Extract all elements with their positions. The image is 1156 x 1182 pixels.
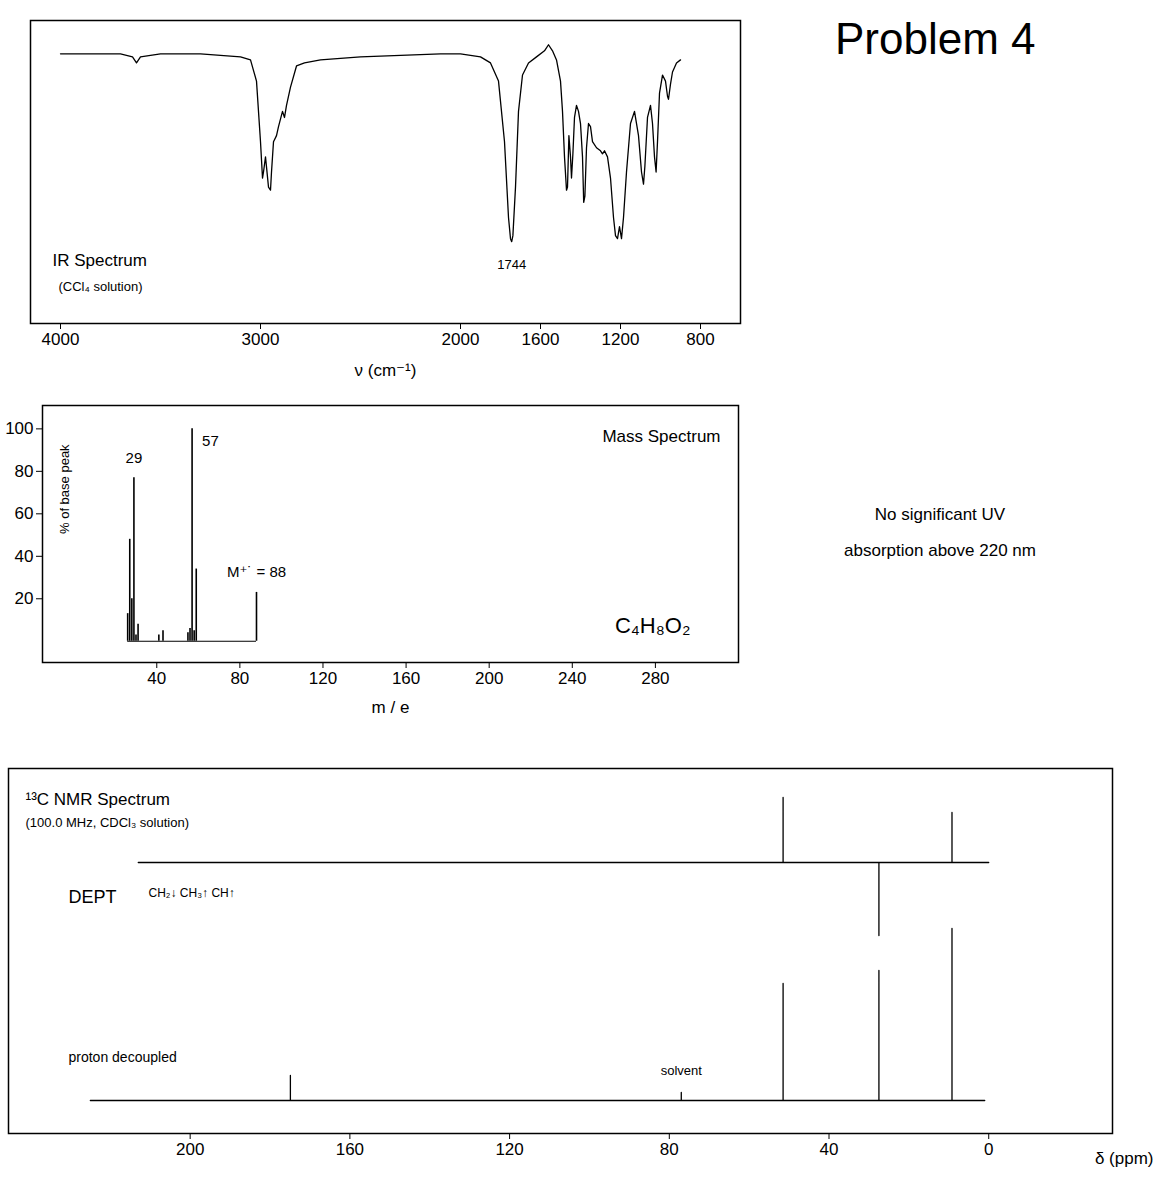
html-text:No significant UV: No significant UV bbox=[874, 505, 1006, 524]
svg-text:solvent: solvent bbox=[661, 1063, 703, 1078]
svg-text:40: 40 bbox=[147, 669, 166, 688]
svg-text:80: 80 bbox=[230, 669, 249, 688]
svg-text:1744: 1744 bbox=[497, 257, 526, 272]
svg-text:1600: 1600 bbox=[522, 330, 560, 349]
svg-text:80: 80 bbox=[660, 1140, 679, 1159]
svg-text:(100.0 MHz, CDCl₃ solution): (100.0 MHz, CDCl₃ solution) bbox=[26, 815, 190, 830]
svg-text:proton decoupled: proton decoupled bbox=[69, 1049, 177, 1065]
svg-text:¹³C NMR Spectrum: ¹³C NMR Spectrum bbox=[26, 790, 171, 809]
html-text:absorption above 220 nm: absorption above 220 nm bbox=[844, 541, 1036, 560]
svg-text:120: 120 bbox=[309, 669, 337, 688]
html-text:Problem 4: Problem 4 bbox=[835, 14, 1036, 63]
svg-text:% of base peak: % of base peak bbox=[57, 444, 72, 534]
svg-text:ν (cm⁻¹): ν (cm⁻¹) bbox=[355, 361, 417, 380]
svg-text:100: 100 bbox=[5, 419, 33, 438]
svg-text:3000: 3000 bbox=[242, 330, 280, 349]
svg-text:CH₂↓ CH₃↑ CH↑: CH₂↓ CH₃↑ CH↑ bbox=[149, 886, 235, 900]
svg-text:40: 40 bbox=[15, 547, 34, 566]
svg-text:80: 80 bbox=[15, 462, 34, 481]
svg-text:280: 280 bbox=[641, 669, 669, 688]
svg-text:20: 20 bbox=[15, 589, 34, 608]
svg-text:240: 240 bbox=[558, 669, 586, 688]
svg-text:C₄H₈O₂: C₄H₈O₂ bbox=[615, 613, 691, 638]
svg-text:200: 200 bbox=[475, 669, 503, 688]
svg-text:DEPT: DEPT bbox=[69, 887, 117, 907]
svg-text:160: 160 bbox=[392, 669, 420, 688]
svg-text:M⁺˙ = 88: M⁺˙ = 88 bbox=[227, 563, 286, 580]
svg-text:29: 29 bbox=[126, 449, 143, 466]
svg-text:40: 40 bbox=[820, 1140, 839, 1159]
svg-text:0: 0 bbox=[984, 1140, 993, 1159]
svg-text:200: 200 bbox=[176, 1140, 204, 1159]
svg-text:m / e: m / e bbox=[372, 698, 410, 717]
svg-text:4000: 4000 bbox=[42, 330, 80, 349]
svg-text:δ (ppm): δ (ppm) bbox=[1095, 1149, 1154, 1168]
svg-text:800: 800 bbox=[686, 330, 714, 349]
svg-text:60: 60 bbox=[15, 504, 34, 523]
svg-text:120: 120 bbox=[495, 1140, 523, 1159]
svg-text:1200: 1200 bbox=[602, 330, 640, 349]
svg-text:2000: 2000 bbox=[442, 330, 480, 349]
svg-text:160: 160 bbox=[336, 1140, 364, 1159]
svg-text:(CCl₄ solution): (CCl₄ solution) bbox=[59, 279, 143, 294]
svg-text:IR Spectrum: IR Spectrum bbox=[53, 251, 147, 270]
svg-text:57: 57 bbox=[202, 432, 219, 449]
svg-text:Mass Spectrum: Mass Spectrum bbox=[602, 427, 720, 446]
